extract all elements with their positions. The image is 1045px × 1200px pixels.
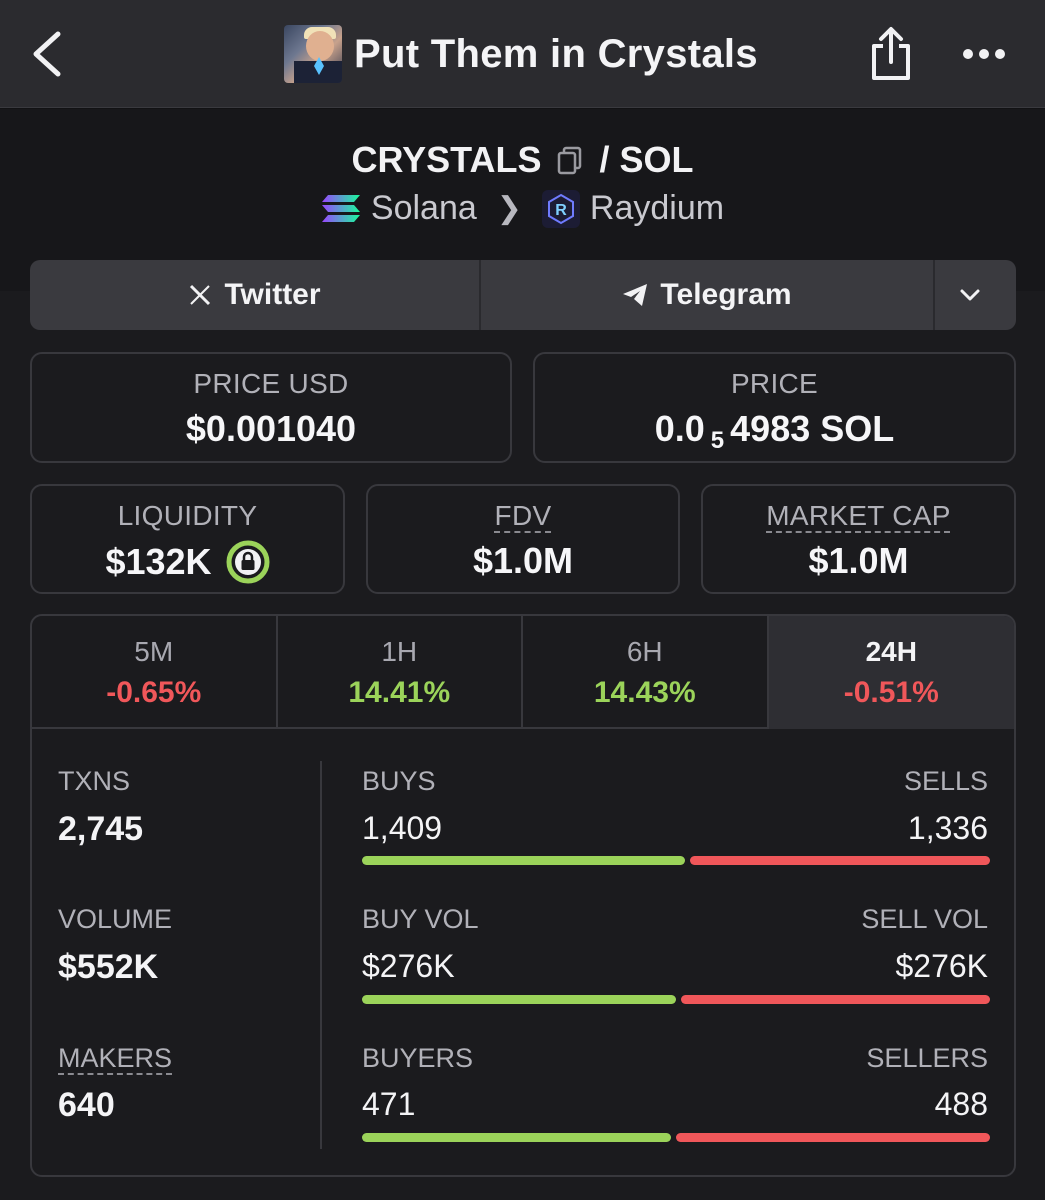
buyers-label: BUYERS: [362, 1043, 474, 1073]
twitter-label: Twitter: [224, 278, 321, 311]
fdv-card: FDV $1.0M: [366, 484, 680, 594]
makers-value: 640: [58, 1086, 115, 1124]
tab-label: 5M: [134, 636, 174, 667]
share-button[interactable]: [868, 26, 914, 82]
chevron-down-icon: [960, 289, 979, 301]
sells-bar: [690, 856, 990, 865]
raydium-logo-icon: R: [541, 189, 580, 228]
buys-label: BUYS: [362, 766, 436, 796]
top-nav-bar: Put Them in Crystals: [0, 0, 1045, 108]
price-usd-value: $0.001040: [185, 408, 357, 449]
price-change-value: -0.51%: [843, 676, 939, 709]
fdv-label[interactable]: FDV: [494, 500, 552, 531]
chevron-right-icon: ❯: [496, 192, 522, 225]
base-token-symbol: CRYSTALS: [351, 139, 542, 180]
buys-bar: [362, 856, 685, 865]
timeframe-tabs: 5M -0.65% 1H 14.41% 6H 14.43% 24H -0.51%: [32, 616, 1014, 729]
tab-24h[interactable]: 24H -0.51%: [768, 616, 1014, 729]
price-usd-label: PRICE USD: [193, 368, 349, 399]
makers-label[interactable]: MAKERS: [58, 1043, 173, 1073]
buys-value: 1,409: [362, 810, 443, 846]
price-change-value: 14.43%: [593, 676, 696, 709]
price-native-card: PRICE 0.0 5 4983 SOL: [533, 352, 1016, 463]
stats-panel: 5M -0.65% 1H 14.41% 6H 14.43% 24H -0.51%…: [30, 614, 1016, 1177]
page-title: Put Them in Crystals: [354, 31, 758, 76]
market-cap-value: $1.0M: [808, 540, 909, 581]
liquidity-label: LIQUIDITY: [117, 500, 258, 531]
txns-label: TXNS: [58, 766, 131, 796]
buyers-bar: [362, 1133, 671, 1142]
twitter-button[interactable]: Twitter: [30, 260, 481, 330]
market-cap-label[interactable]: MARKET CAP: [766, 500, 951, 531]
buy-vol-bar: [362, 995, 676, 1004]
tab-1h[interactable]: 1H 14.41%: [278, 616, 523, 729]
tab-6h[interactable]: 6H 14.43%: [523, 616, 769, 729]
svg-text:R: R: [555, 202, 567, 219]
sells-value: 1,336: [907, 810, 988, 846]
sell-vol-bar: [681, 995, 990, 1004]
price-native-digits: 4983 SOL: [730, 408, 895, 449]
liquidity-card: LIQUIDITY $132K: [30, 484, 345, 594]
sells-label: SELLS: [903, 766, 988, 796]
price-change-value: -0.65%: [106, 676, 202, 709]
tab-label: 24H: [865, 636, 917, 667]
social-links-bar: Twitter Telegram: [30, 260, 1016, 330]
lock-icon[interactable]: [226, 540, 270, 584]
fdv-value: $1.0M: [472, 540, 574, 581]
price-native-label: PRICE: [730, 368, 819, 399]
sellers-label: SELLERS: [866, 1043, 988, 1073]
price-change-value: 14.41%: [348, 676, 451, 709]
x-logo-icon: [190, 284, 211, 306]
sell-vol-label: SELL VOL: [861, 904, 988, 934]
quote-token-symbol: SOL: [619, 139, 694, 180]
tab-label: 1H: [381, 636, 418, 667]
sell-vol-value: $276K: [895, 948, 988, 984]
token-avatar: [284, 25, 342, 83]
sellers-value: 488: [934, 1086, 988, 1122]
more-socials-dropdown[interactable]: [935, 260, 1016, 330]
buy-vol-label: BUY VOL: [362, 904, 479, 934]
telegram-icon: [623, 284, 648, 306]
more-options-button[interactable]: [962, 42, 1006, 66]
price-native-prefix: 0.0: [654, 408, 705, 449]
telegram-button[interactable]: Telegram: [481, 260, 935, 330]
liquidity-value: $132K: [105, 541, 212, 582]
dex-name[interactable]: Raydium: [589, 189, 725, 227]
tab-5m[interactable]: 5M -0.65%: [32, 616, 278, 729]
chain-name[interactable]: Solana: [370, 189, 477, 227]
copy-icon[interactable]: [555, 145, 585, 175]
tab-label: 6H: [626, 636, 663, 667]
price-native-value: 0.0 5 4983 SOL: [535, 408, 1014, 454]
share-icon: [872, 27, 910, 80]
sellers-bar: [676, 1133, 990, 1142]
market-cap-card: MARKET CAP $1.0M: [701, 484, 1016, 594]
chevron-left-icon: [33, 31, 61, 77]
txns-value: 2,745: [58, 810, 144, 848]
buy-vol-value: $276K: [362, 948, 455, 984]
price-usd-card: PRICE USD $0.001040: [30, 352, 512, 463]
price-native-zero-count: 5: [710, 427, 725, 454]
volume-label: VOLUME: [58, 904, 173, 934]
more-horizontal-icon: [963, 49, 1005, 59]
back-button[interactable]: [28, 28, 68, 80]
solana-logo-icon: [321, 194, 360, 222]
buyers-value: 471: [362, 1086, 416, 1122]
telegram-label: Telegram: [660, 278, 792, 311]
pair-separator: /: [599, 139, 610, 180]
column-divider: [320, 761, 322, 1149]
volume-value: $552K: [58, 948, 159, 986]
